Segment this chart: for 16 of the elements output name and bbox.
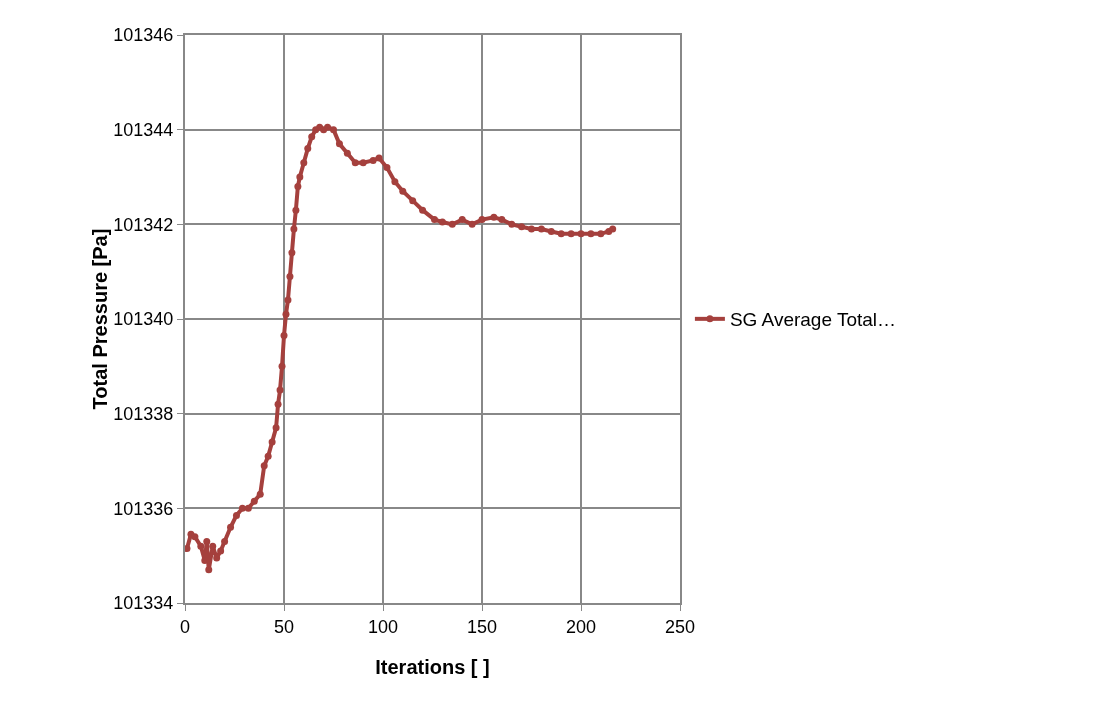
y-axis-title: Total Pressure [Pa] [89,228,112,410]
x-tick-label: 250 [664,616,696,637]
y-tick-label: 101346 [113,25,174,46]
y-tick-label: 101338 [113,403,174,424]
x-axis-title: Iterations [ ] [375,656,490,678]
y-tick-label: 101342 [113,214,174,235]
legend-label: SG Average Total… [729,309,897,331]
x-tick-label: 100 [367,616,399,637]
y-tick-label: 101334 [113,593,174,614]
x-tick-label: 200 [565,616,597,637]
y-tick-label: 101336 [113,498,174,519]
y-tick-label: 101344 [113,119,174,140]
x-tick-label: 50 [273,616,295,637]
x-tick-label: 0 [179,616,191,637]
y-tick-label: 101340 [113,309,174,330]
x-tick-label: 150 [466,616,498,637]
